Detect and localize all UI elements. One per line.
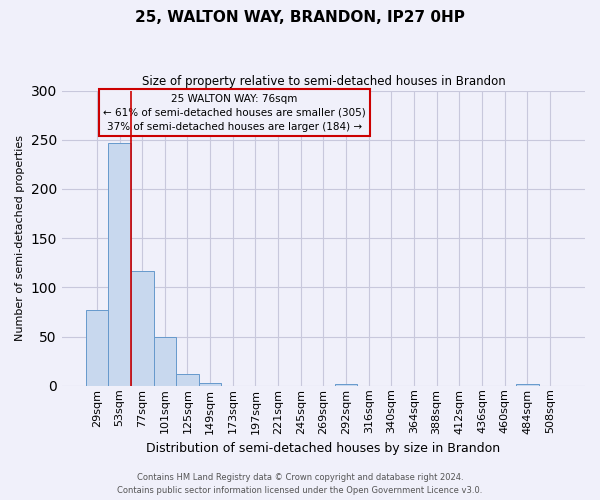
Text: 25 WALTON WAY: 76sqm
← 61% of semi-detached houses are smaller (305)
37% of semi: 25 WALTON WAY: 76sqm ← 61% of semi-detac…: [103, 94, 366, 132]
Bar: [335, 384, 358, 386]
Bar: [516, 384, 539, 386]
Text: Contains HM Land Registry data © Crown copyright and database right 2024.
Contai: Contains HM Land Registry data © Crown c…: [118, 474, 482, 495]
Bar: [154, 336, 176, 386]
Y-axis label: Number of semi-detached properties: Number of semi-detached properties: [15, 135, 25, 341]
Bar: [108, 142, 131, 386]
Bar: [176, 374, 199, 386]
Bar: [131, 270, 154, 386]
Bar: [86, 310, 108, 386]
Bar: [199, 383, 221, 386]
X-axis label: Distribution of semi-detached houses by size in Brandon: Distribution of semi-detached houses by …: [146, 442, 500, 455]
Title: Size of property relative to semi-detached houses in Brandon: Size of property relative to semi-detach…: [142, 75, 505, 88]
Text: 25, WALTON WAY, BRANDON, IP27 0HP: 25, WALTON WAY, BRANDON, IP27 0HP: [135, 10, 465, 25]
